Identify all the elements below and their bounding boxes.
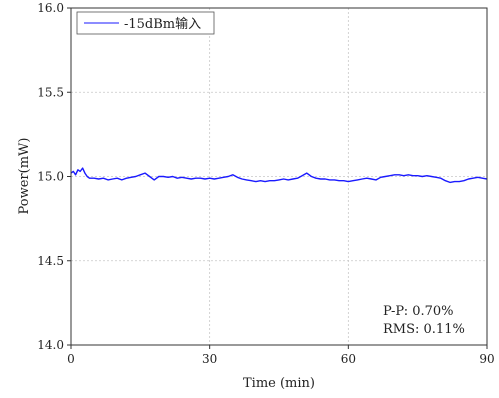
- x-axis-label: Time (min): [243, 376, 315, 391]
- legend-box: [76, 11, 215, 35]
- annotation-rms: RMS: 0.11%: [383, 322, 465, 337]
- y-tick-label: 15.5: [37, 85, 64, 99]
- legend: -15dBm输入: [76, 11, 215, 35]
- y-tick-label: 14.5: [37, 254, 64, 268]
- y-tick-label: 16.0: [37, 1, 64, 15]
- y-tick-label: 15.0: [37, 170, 64, 184]
- x-tick-label: 0: [67, 352, 75, 366]
- legend-label: -15dBm输入: [124, 16, 201, 32]
- x-tick-label: 90: [479, 352, 494, 366]
- grid: [71, 8, 487, 345]
- series-line: [70, 167, 488, 184]
- annotation-pp: P-P: 0.70%: [383, 304, 454, 319]
- series-layer: [70, 167, 488, 184]
- ticks: 0 30 60 90 14.0 14.5 15.0 15.5 16.0: [37, 1, 494, 366]
- x-tick-label: 30: [202, 352, 217, 366]
- y-tick-label: 14.0: [37, 338, 64, 352]
- x-tick-label: 60: [341, 352, 356, 366]
- y-axis-label: Power(mW): [17, 138, 32, 215]
